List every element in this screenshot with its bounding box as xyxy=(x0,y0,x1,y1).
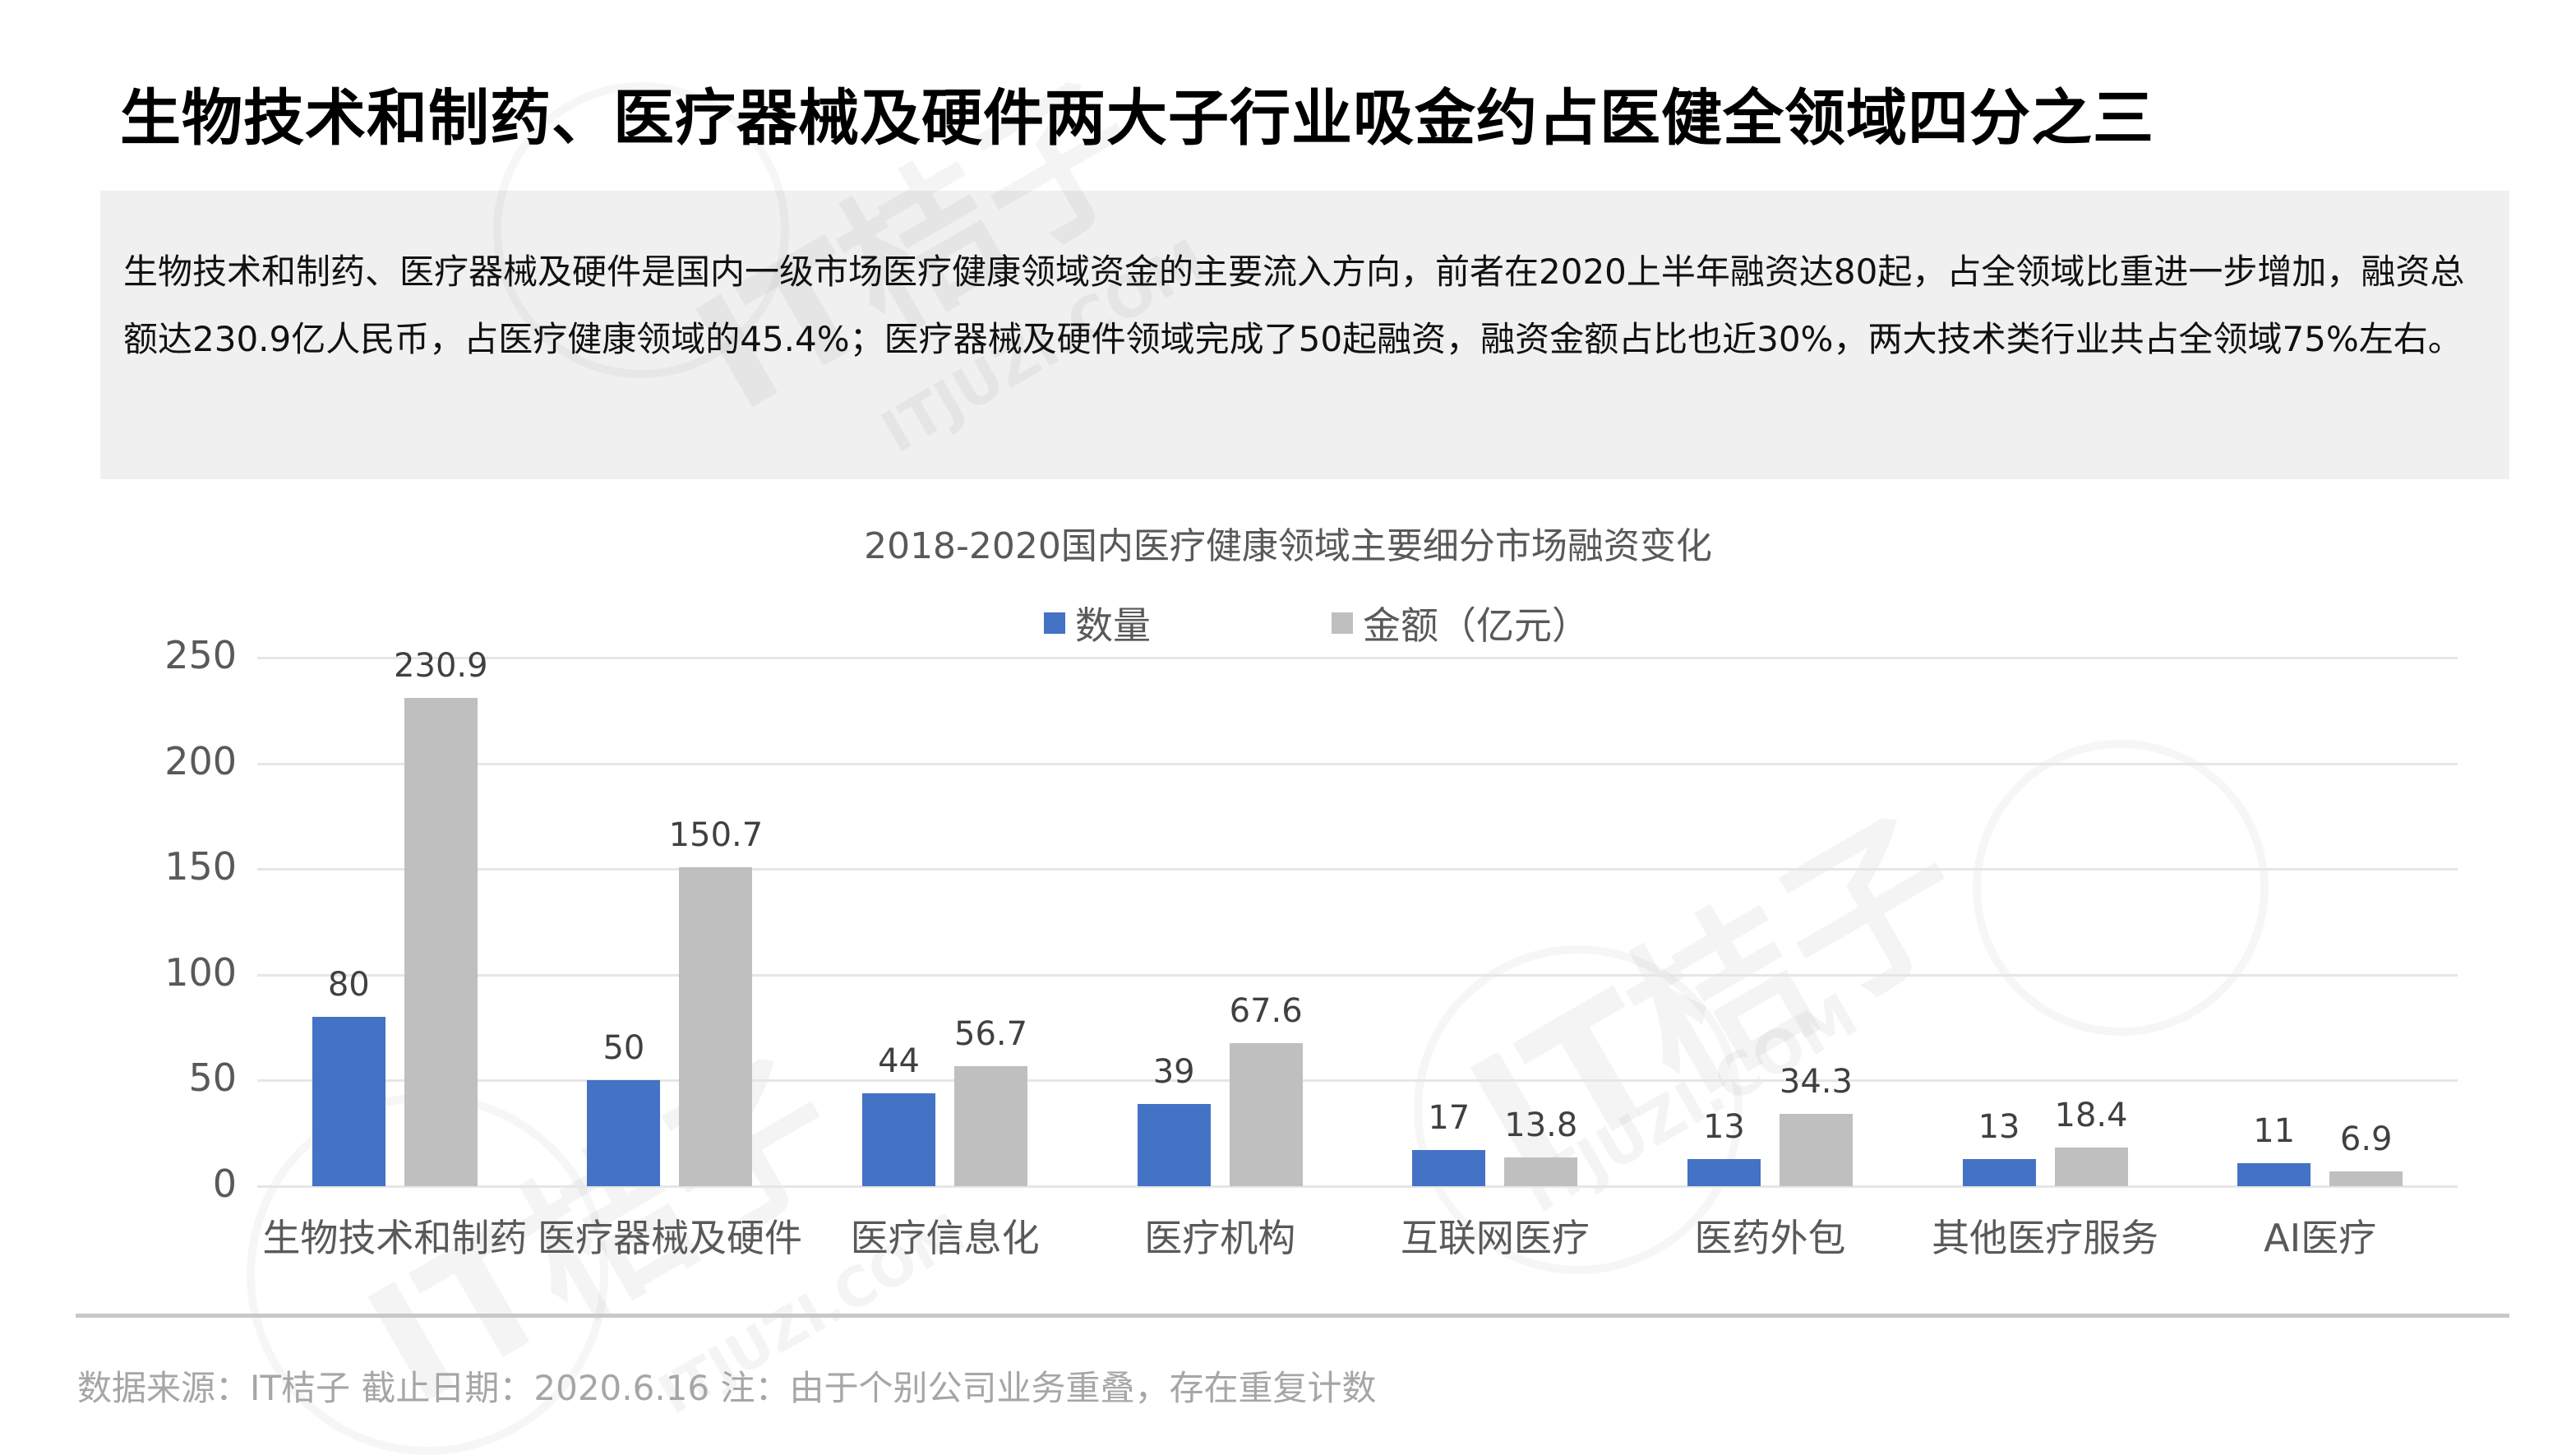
summary-box: 生物技术和制药、医疗器械及硬件是国内一级市场医疗健康领域资金的主要流入方向，前者… xyxy=(100,191,2509,479)
data-label-amount: 6.9 xyxy=(2339,1120,2393,1159)
x-category-label: 医疗器械及硬件 xyxy=(537,1216,802,1260)
data-label-count: 17 xyxy=(1428,1099,1470,1138)
bar-amount xyxy=(2054,1147,2128,1186)
bar-count xyxy=(1687,1158,1761,1186)
summary-text: 生物技术和制药、医疗器械及硬件是国内一级市场医疗健康领域资金的主要流入方向，前者… xyxy=(123,252,2465,359)
gridline xyxy=(257,868,2458,871)
bar-count xyxy=(862,1092,936,1186)
bar-amount xyxy=(1229,1043,1303,1186)
plot-area: 80 230.9 50 150.7 44 56.7 39 67.6 17 13.8 13 34.3 13… xyxy=(257,647,2458,1188)
legend-swatch-count-icon xyxy=(1044,612,1065,634)
chart-title: 2018-2020国内医疗健康领域主要细分市场融资变化 xyxy=(864,525,1712,567)
x-category-label: 医疗机构 xyxy=(1144,1216,1296,1260)
legend-label-amount: 金额（亿元） xyxy=(1363,603,1590,648)
data-label-count: 13 xyxy=(1702,1107,1745,1146)
data-label-amount: 150.7 xyxy=(668,816,764,855)
y-tick-label: 100 xyxy=(164,949,237,995)
data-label-amount: 18.4 xyxy=(2054,1096,2128,1134)
y-tick-label: 250 xyxy=(164,633,237,677)
bar-count xyxy=(312,1017,385,1186)
bar-amount xyxy=(954,1066,1028,1186)
x-category-label: 其他医疗服务 xyxy=(1932,1216,2159,1260)
data-label-count: 39 xyxy=(1152,1052,1195,1091)
data-label-count: 11 xyxy=(2253,1111,2296,1150)
y-tick-label: 50 xyxy=(188,1055,237,1101)
bar-count xyxy=(1412,1150,1486,1186)
x-category-label: 医药外包 xyxy=(1694,1216,1846,1260)
y-tick-label: 150 xyxy=(164,844,237,889)
y-tick-label: 0 xyxy=(212,1162,237,1206)
data-label-amount: 56.7 xyxy=(954,1015,1028,1054)
y-tick-label: 200 xyxy=(164,738,237,783)
gridline xyxy=(257,973,2458,977)
source-note: 数据来源：IT桔子 截止日期：2020.6.16 注：由于个别公司业务重叠，存在… xyxy=(77,1368,1377,1408)
gridline xyxy=(257,1185,2458,1188)
x-category-label: 互联网医疗 xyxy=(1400,1216,1590,1260)
x-category-label: 生物技术和制药 xyxy=(262,1216,528,1260)
footer-divider xyxy=(76,1314,2509,1318)
bar-amount xyxy=(679,867,753,1186)
bar-count xyxy=(1137,1103,1211,1186)
chart-legend: 数量 金额（亿元） xyxy=(1044,598,1770,648)
legend-item-count: 数量 xyxy=(1044,596,1151,650)
data-label-amount: 34.3 xyxy=(1779,1062,1853,1101)
data-label-amount: 13.8 xyxy=(1504,1106,1578,1144)
data-label-count: 13 xyxy=(1978,1107,2020,1146)
bar-amount xyxy=(1504,1157,1578,1186)
gridline xyxy=(257,762,2458,765)
x-category-label: 医疗信息化 xyxy=(850,1216,1040,1260)
page-title: 生物技术和制药、医疗器械及硬件两大子行业吸金约占医健全领域四分之三 xyxy=(120,83,2154,154)
bar-count xyxy=(587,1080,661,1186)
legend-label-count: 数量 xyxy=(1075,603,1151,648)
bar-amount xyxy=(404,698,478,1186)
data-label-count: 44 xyxy=(878,1042,921,1080)
bar-count xyxy=(1962,1158,2036,1186)
data-label-amount: 230.9 xyxy=(394,647,488,686)
data-label-count: 50 xyxy=(602,1029,645,1068)
data-label-amount: 67.6 xyxy=(1229,992,1303,1031)
legend-item-amount: 金额（亿元） xyxy=(1332,596,1590,650)
legend-swatch-amount-icon xyxy=(1332,612,1353,634)
bar-amount xyxy=(1779,1113,1853,1186)
x-category-label: AI医疗 xyxy=(2264,1216,2377,1260)
bar-count xyxy=(2237,1162,2311,1186)
gridline xyxy=(257,657,2458,659)
gridline xyxy=(257,1079,2458,1083)
bar-amount xyxy=(2329,1171,2403,1186)
data-label-count: 80 xyxy=(327,966,370,1005)
